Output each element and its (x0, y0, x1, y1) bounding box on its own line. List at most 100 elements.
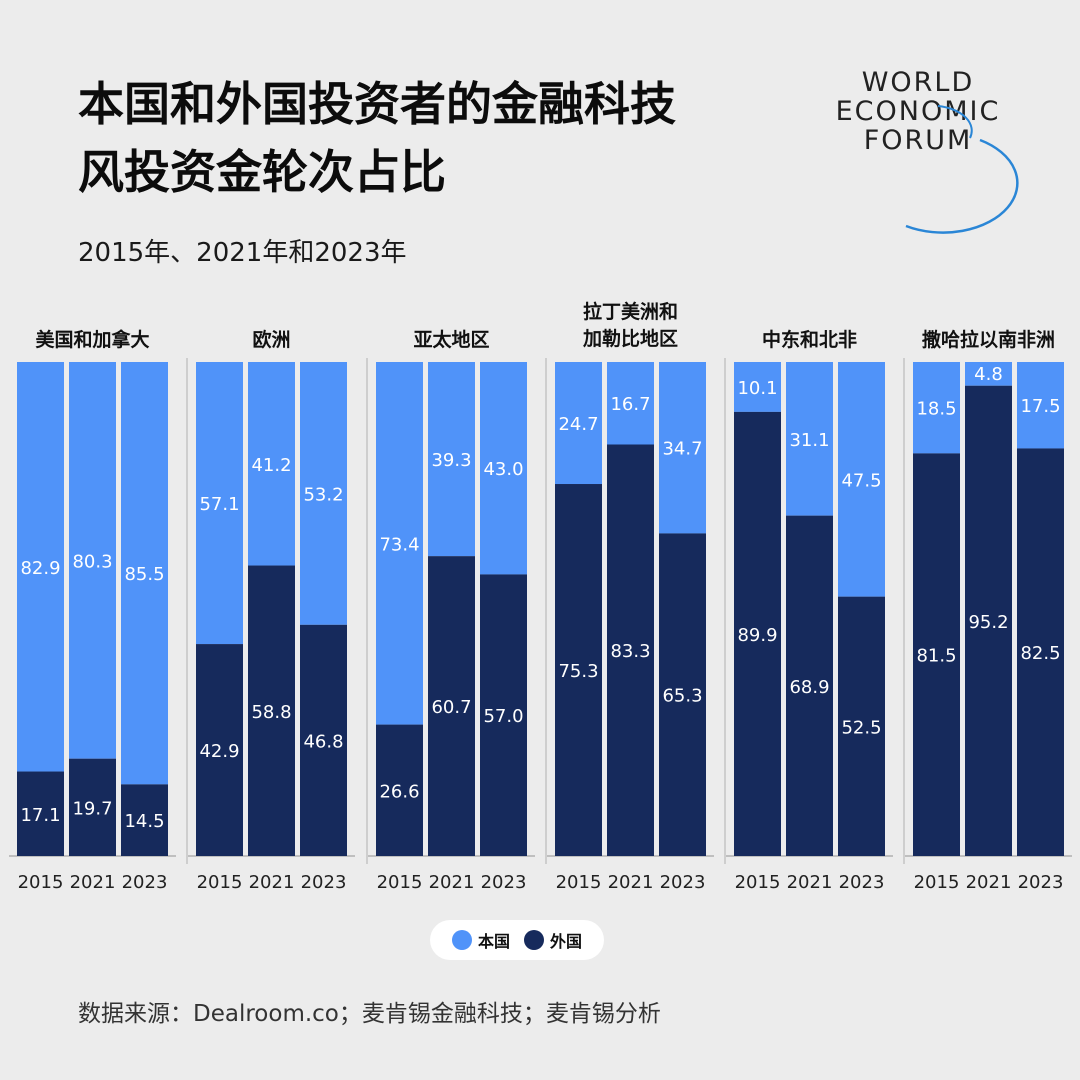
bar-domestic (786, 362, 833, 516)
bar-domestic (69, 362, 116, 759)
x-tick-label: 2023 (1018, 872, 1064, 893)
data-label-foreign: 19.7 (72, 798, 112, 819)
region-label: 亚太地区 (413, 328, 489, 351)
data-label-domestic: 10.1 (737, 378, 777, 399)
legend-label-domestic: 本国 (477, 932, 510, 951)
bar-domestic (838, 362, 885, 597)
chart-subtitle: 2015年、2021年和2023年 (78, 238, 407, 268)
data-label-foreign: 26.6 (379, 781, 419, 802)
data-label-foreign: 68.9 (789, 677, 829, 698)
legend-item-foreign: 外国 (524, 928, 582, 952)
region-label: 中东和北非 (762, 328, 857, 351)
legend-item-domestic: 本国 (451, 928, 510, 952)
chart-title: 本国和外国投资者的金融科技 风投资金轮次占比 (78, 70, 778, 206)
bar-domestic (659, 362, 706, 534)
region-label: 美国和加拿大 (35, 328, 149, 351)
bar-foreign (786, 515, 833, 856)
bar-foreign (121, 784, 168, 856)
data-label-foreign: 75.3 (558, 661, 598, 682)
legend-swatch-foreign (524, 930, 544, 950)
bar-foreign (607, 444, 654, 856)
data-label-domestic: 31.1 (789, 430, 829, 451)
bar-foreign (300, 624, 347, 856)
data-label-foreign: 58.8 (251, 702, 291, 723)
bar-foreign (248, 565, 295, 856)
bar-domestic (607, 362, 654, 445)
data-label-foreign: 60.7 (431, 697, 471, 718)
legend-label-foreign: 外国 (550, 932, 583, 951)
x-tick-label: 2021 (249, 872, 295, 893)
bar-foreign (555, 484, 602, 856)
bar-foreign (1017, 448, 1064, 856)
title-line-2: 风投资金轮次占比 (78, 145, 446, 199)
bar-domestic (196, 362, 243, 645)
data-label-foreign: 14.5 (124, 811, 164, 832)
source-note: 数据来源：Dealroom.co；麦肯锡金融科技；麦肯锡分析 (78, 1001, 661, 1027)
bar-foreign (17, 771, 64, 856)
data-label-domestic: 17.5 (1020, 396, 1060, 417)
bar-domestic (121, 362, 168, 785)
x-tick-label: 2021 (966, 872, 1012, 893)
stacked-bar-chart: 美国和加拿大 82.9 17.1 2015 80.3 19.7 2021 85.5 14.5 20… (9, 300, 1072, 893)
x-tick-label: 2015 (18, 872, 64, 893)
x-tick-label: 2015 (914, 872, 960, 893)
wef-logo: WORLD ECONOMIC FORUM (818, 67, 1019, 234)
bar-domestic (376, 362, 423, 725)
data-label-domestic: 41.2 (251, 455, 291, 476)
data-label-foreign: 82.5 (1020, 643, 1060, 664)
x-tick-label: 2015 (556, 872, 602, 893)
data-label-domestic: 4.8 (974, 364, 1003, 385)
legend: 本国 外国 (430, 920, 604, 960)
legend-swatch-domestic (451, 930, 472, 950)
x-tick-label: 2023 (122, 872, 168, 893)
bar-domestic (913, 362, 960, 454)
data-label-foreign: 17.1 (20, 805, 60, 826)
x-tick-label: 2015 (197, 872, 243, 893)
x-tick-label: 2015 (377, 872, 423, 893)
x-tick-label: 2023 (839, 872, 885, 893)
bar-domestic (965, 362, 1012, 386)
x-tick-label: 2021 (429, 872, 475, 893)
data-label-foreign: 42.9 (199, 741, 239, 762)
logo-line-1: WORLD (861, 67, 975, 98)
x-tick-label: 2015 (735, 872, 781, 893)
data-label-foreign: 52.5 (841, 717, 881, 738)
bar-foreign (428, 556, 475, 856)
bar-domestic (480, 362, 527, 575)
data-label-domestic: 85.5 (124, 564, 164, 585)
x-tick-label: 2023 (301, 872, 347, 893)
x-tick-label: 2021 (787, 872, 833, 893)
data-label-domestic: 47.5 (841, 470, 881, 491)
x-tick-label: 2023 (660, 872, 706, 893)
bar-domestic (17, 362, 64, 772)
data-label-foreign: 95.2 (968, 612, 1008, 633)
bar-foreign (913, 453, 960, 856)
bar-domestic (555, 362, 602, 485)
data-label-domestic: 57.1 (199, 494, 239, 515)
data-label-foreign: 65.3 (662, 686, 702, 707)
data-label-domestic: 43.0 (483, 459, 523, 480)
data-label-domestic: 82.9 (20, 558, 60, 579)
region-label: 欧洲 (252, 328, 290, 351)
bar-foreign (196, 644, 243, 856)
title-line-1: 本国和外国投资者的金融科技 (78, 77, 676, 131)
data-label-domestic: 80.3 (72, 551, 112, 572)
data-label-domestic: 18.5 (916, 399, 956, 420)
region-label: 加勒比地区 (582, 327, 678, 350)
data-label-domestic: 24.7 (558, 414, 598, 435)
bar-foreign (659, 533, 706, 856)
logo-line-3: FORUM (863, 125, 973, 156)
bar-domestic (248, 362, 295, 566)
bar-domestic (1017, 362, 1064, 449)
bar-foreign (838, 596, 885, 856)
data-label-foreign: 89.9 (737, 625, 777, 646)
data-label-foreign: 46.8 (303, 731, 343, 752)
x-tick-label: 2021 (608, 872, 654, 893)
logo-arc-icon (905, 105, 1019, 234)
data-label-domestic: 53.2 (303, 484, 343, 505)
bar-foreign (965, 385, 1012, 856)
data-label-domestic: 73.4 (379, 534, 419, 555)
bar-foreign (69, 758, 116, 856)
data-label-domestic: 39.3 (431, 450, 471, 471)
data-label-foreign: 83.3 (610, 641, 650, 662)
